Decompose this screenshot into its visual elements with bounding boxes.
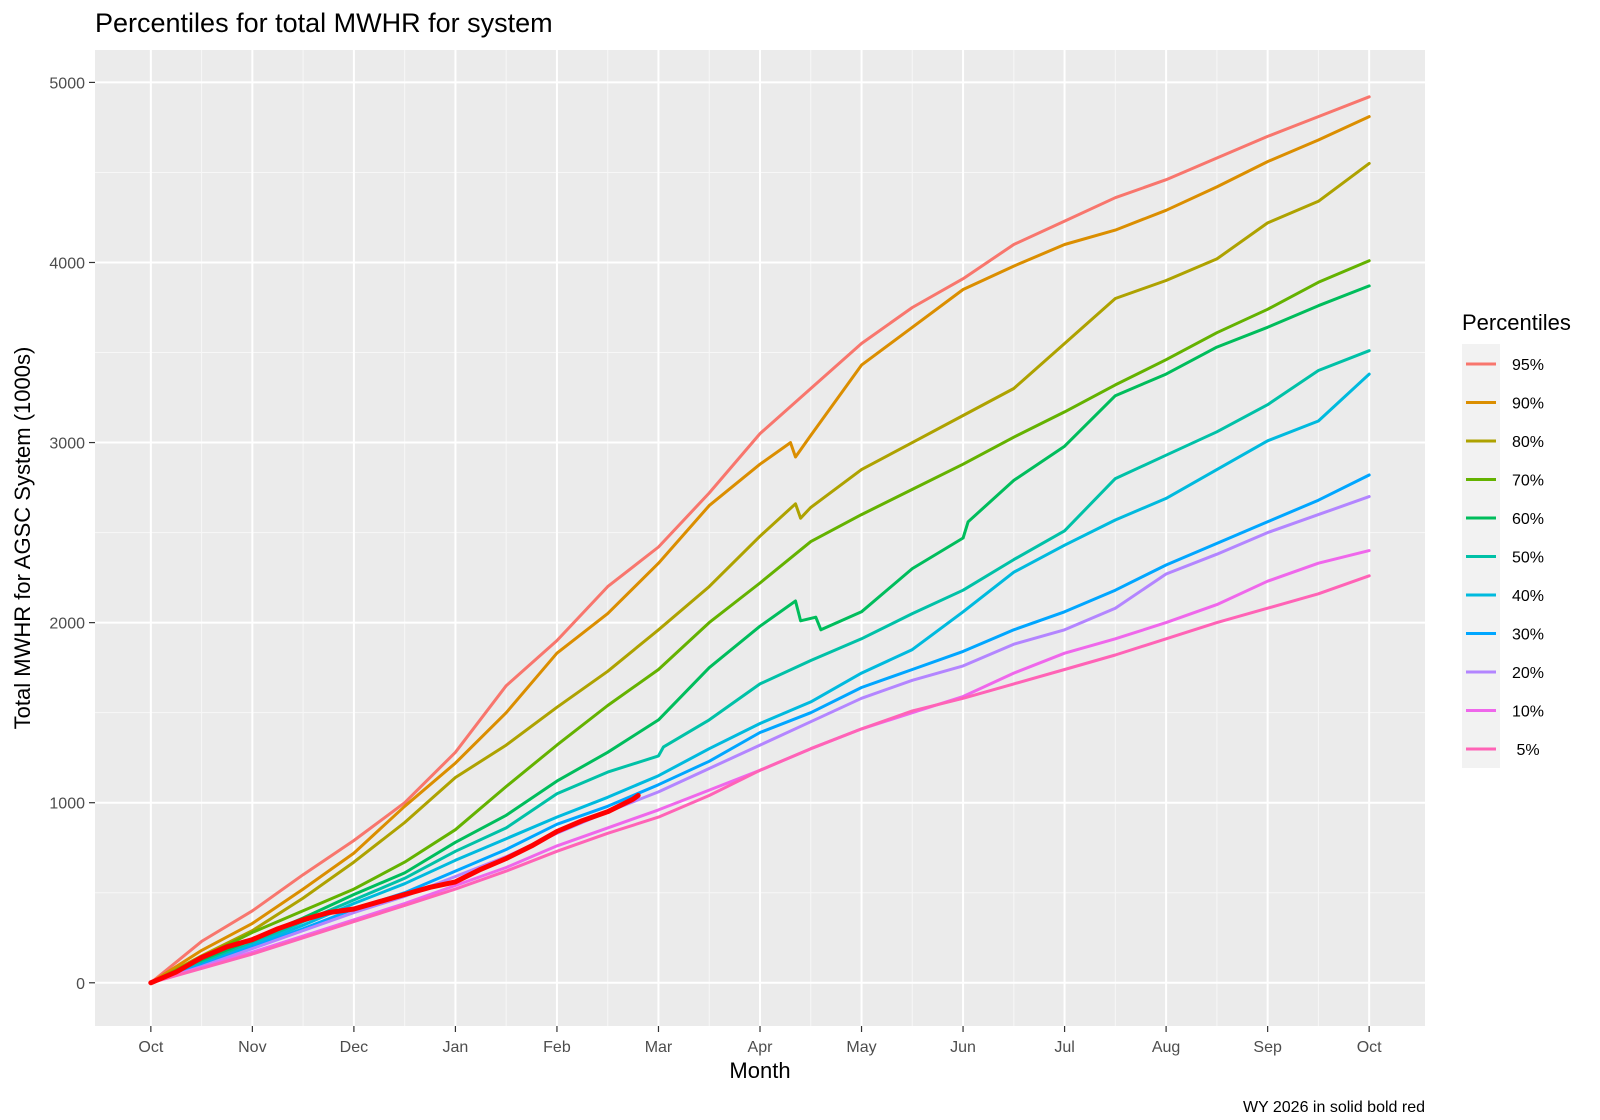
y-tick-label: 4000 [49,255,85,272]
x-tick-label: Sep [1253,1039,1282,1056]
y-tick-label: 1000 [49,796,85,813]
series-40pct [149,372,1371,985]
legend-label-20pct: 20% [1512,665,1544,682]
y-tick-label: 2000 [49,616,85,633]
legend-label-60pct: 60% [1512,511,1544,528]
legend: Percentiles 95% 90% 80% 70% 60% 50% 40% 30% 20% 1… [1462,310,1571,768]
x-tick-label: Jan [443,1039,469,1056]
legend-items: 95% 90% 80% 70% 60% 50% 40% 30% 20% 10% 5% [1466,357,1544,759]
y-tick-label: 3000 [49,436,85,453]
x-tick-label: Feb [543,1039,571,1056]
series-95pct [149,95,1371,985]
series-5pct [149,574,1371,985]
y-axis: 0 1000 2000 3000 4000 5000 [49,75,95,993]
x-axis: Oct Nov Dec Jan Feb Mar Apr May Jun Jul Aug Sep Oct [138,1026,1382,1056]
y-tick-label: 0 [76,976,85,993]
series-wy2026 [148,793,641,986]
legend-label-10pct: 10% [1512,704,1544,721]
legend-label-90pct: 90% [1512,396,1544,413]
chart-title: Percentiles for total MWHR for system [95,8,553,38]
legend-label-80pct: 80% [1512,434,1544,451]
x-tick-label: Mar [645,1039,673,1056]
series-50pct [149,349,1371,985]
legend-label-40pct: 40% [1512,588,1544,605]
legend-label-50pct: 50% [1512,550,1544,567]
x-tick-label: Aug [1152,1039,1180,1056]
x-tick-label: May [846,1039,876,1056]
x-tick-label: Oct [138,1039,163,1056]
series-70pct [149,259,1371,985]
caption: WY 2026 in solid bold red [1243,1099,1425,1116]
legend-label-95pct: 95% [1512,357,1544,374]
series-80pct [149,161,1371,985]
y-axis-title: Total MWHR for AGSC System (1000s) [10,347,35,730]
x-tick-label: Jun [950,1039,976,1056]
x-tick-label: Nov [238,1039,266,1056]
x-axis-title: Month [729,1058,790,1083]
series-60pct [149,284,1371,985]
legend-label-70pct: 70% [1512,473,1544,490]
series-layer [148,95,1371,986]
x-tick-label: Dec [340,1039,368,1056]
legend-title: Percentiles [1462,310,1571,335]
legend-label-30pct: 30% [1512,627,1544,644]
y-tick-label: 5000 [49,75,85,92]
legend-label-5pct: 5% [1512,742,1540,759]
x-tick-label: Apr [748,1039,774,1056]
series-90pct [149,115,1371,985]
x-tick-label: Jul [1054,1039,1074,1056]
x-tick-label: Oct [1357,1039,1382,1056]
series-20pct [149,495,1371,985]
